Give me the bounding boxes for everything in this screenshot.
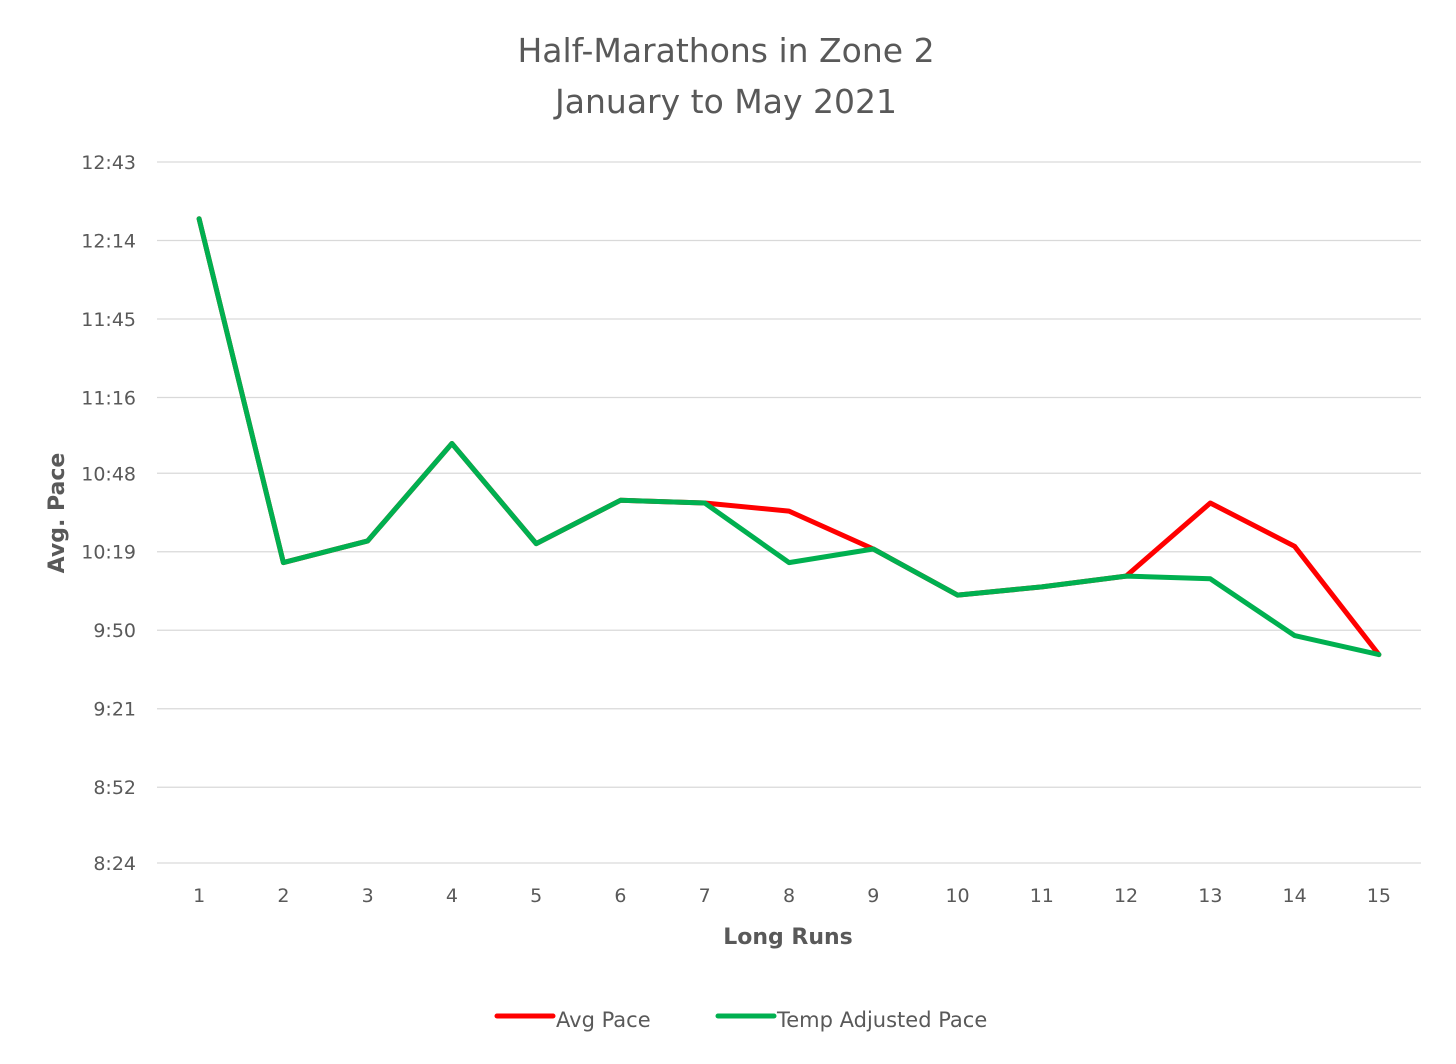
y-tick-label: 11:45 [81,309,136,331]
x-axis-label: Long Runs [723,925,853,950]
x-tick-label: 15 [1367,885,1391,907]
x-axis-ticks: 1 2 3 4 5 6 7 8 9 10 11 12 13 14 15 [193,885,1391,907]
chart-title: Half-Marathons in Zone 2 [517,31,934,70]
y-axis-label: Avg. Pace [45,453,70,574]
y-tick-label: 11:16 [81,387,136,409]
series-line-avg-pace [196,216,1382,658]
y-axis-ticks: 8:24 8:52 9:21 9:50 10:19 10:48 11:16 11:45 12:1… [81,152,136,875]
legend-label: Avg Pace [556,1008,651,1032]
x-tick-label: 13 [1198,885,1222,907]
x-tick-label: 8 [783,885,795,907]
legend: Avg Pace Temp Adjusted Pace [494,1008,987,1032]
chart-subtitle: January to May 2021 [553,82,897,121]
x-tick-label: 9 [867,885,879,907]
legend-label: Temp Adjusted Pace [776,1008,987,1032]
x-tick-label: 14 [1283,885,1307,907]
y-tick-label: 10:48 [81,463,136,485]
x-tick-label: 5 [530,885,542,907]
legend-item-avg-pace: Avg Pace [494,1008,651,1032]
x-tick-label: 7 [699,885,711,907]
y-tick-label: 9:21 [93,699,136,721]
series-lines [196,216,1382,658]
x-tick-label: 2 [277,885,289,907]
y-tick-label: 12:43 [81,152,136,174]
y-tick-label: 10:19 [81,542,136,564]
x-tick-label: 4 [446,885,458,907]
legend-item-temp-adjusted-pace: Temp Adjusted Pace [715,1008,987,1032]
x-tick-label: 6 [614,885,626,907]
x-tick-label: 1 [193,885,205,907]
x-tick-label: 11 [1030,885,1054,907]
x-tick-label: 12 [1114,885,1138,907]
y-tick-label: 8:52 [93,777,136,799]
y-tick-label: 12:14 [81,230,136,252]
gridlines [157,161,1421,864]
series-line-temp-adjusted-pace [196,216,1382,658]
y-tick-label: 8:24 [93,853,136,875]
x-tick-label: 3 [362,885,374,907]
y-tick-label: 9:50 [93,620,136,642]
x-tick-label: 10 [945,885,969,907]
